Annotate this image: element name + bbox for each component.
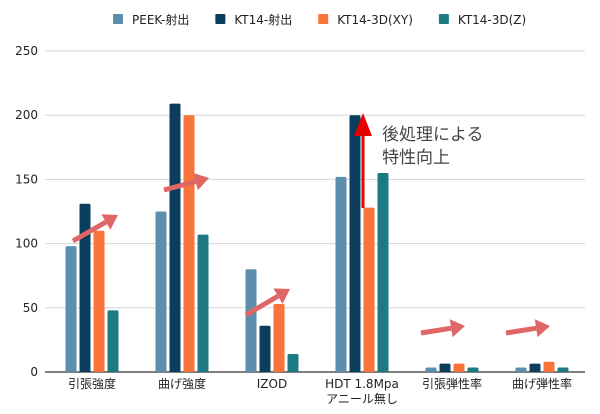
bar [335,176,347,372]
bar [363,207,375,372]
arrow-shaft [505,325,537,336]
bar [377,172,389,372]
arrow-shaft [244,293,280,318]
bar [557,367,569,372]
bar [515,367,527,372]
legend-swatch [438,14,449,24]
legend: PEEK-射出 KT14-射出 KT14-3D(XY) KT14-3D(Z) [113,12,526,27]
x-tick-label: HDT 1.8Mpa [325,377,399,391]
bar [107,310,119,372]
arrow-shaft [163,179,197,193]
legend-swatch [318,14,329,24]
arrow-head [273,288,290,304]
y-tick-label: 150 [15,172,38,186]
trend-arrow-icon [244,288,290,318]
bars [65,103,569,373]
bar [245,269,257,372]
legend-label: KT14-3D(Z) [458,13,526,27]
trend-arrow-icon [420,319,465,338]
bar [543,361,555,372]
bar [93,230,105,372]
x-tick-label: 引張強度 [68,376,116,391]
trend-arrow-icon [71,214,118,244]
x-tick-label: 引張弾性率 [422,376,482,391]
y-tick-label: 250 [15,44,38,58]
annotation-text: 特性向上 [382,148,450,168]
bar [273,303,285,372]
trend-arrow-icon [505,319,550,338]
annotation-text: 後処理による [382,125,484,145]
bar [65,246,77,372]
bar [169,103,181,373]
annotation-arrow-icon [354,113,372,136]
legend-label: KT14-3D(XY) [337,13,413,27]
y-tick-label: 50 [23,301,38,315]
gridlines [45,50,585,373]
bar [287,354,299,372]
arrow-shaft [71,219,108,244]
bar [197,234,209,372]
y-tick-label: 100 [15,237,38,251]
bar [529,363,541,372]
arrow-head [193,172,209,191]
x-tick-label: 曲げ弾性率 [512,376,572,391]
arrow-head [449,319,465,338]
bar [453,363,465,372]
trend-arrow-icon [163,172,209,193]
arrow-shaft [420,325,452,336]
legend-swatch [113,14,123,24]
trend-arrows [71,172,550,338]
bar [467,367,479,372]
bar [79,203,91,372]
arrow-head [101,214,118,230]
legend-swatch [215,14,226,24]
x-tick-label: アニール無し [326,391,398,406]
x-tick-label: IZOD [257,377,287,391]
legend-label: PEEK-射出 [132,12,189,27]
legend-label: KT14-射出 [234,12,292,27]
bar [425,367,437,372]
y-axis-ticks: 0 50 100 150 200 250 [15,44,38,379]
bar [155,211,167,372]
y-tick-label: 200 [15,108,38,122]
bar [183,115,195,372]
bar [439,363,451,372]
x-tick-label: 曲げ強度 [158,376,206,391]
bar [259,325,271,372]
y-tick-label: 0 [30,365,38,379]
bar [349,115,361,372]
arrow-head [534,319,550,338]
